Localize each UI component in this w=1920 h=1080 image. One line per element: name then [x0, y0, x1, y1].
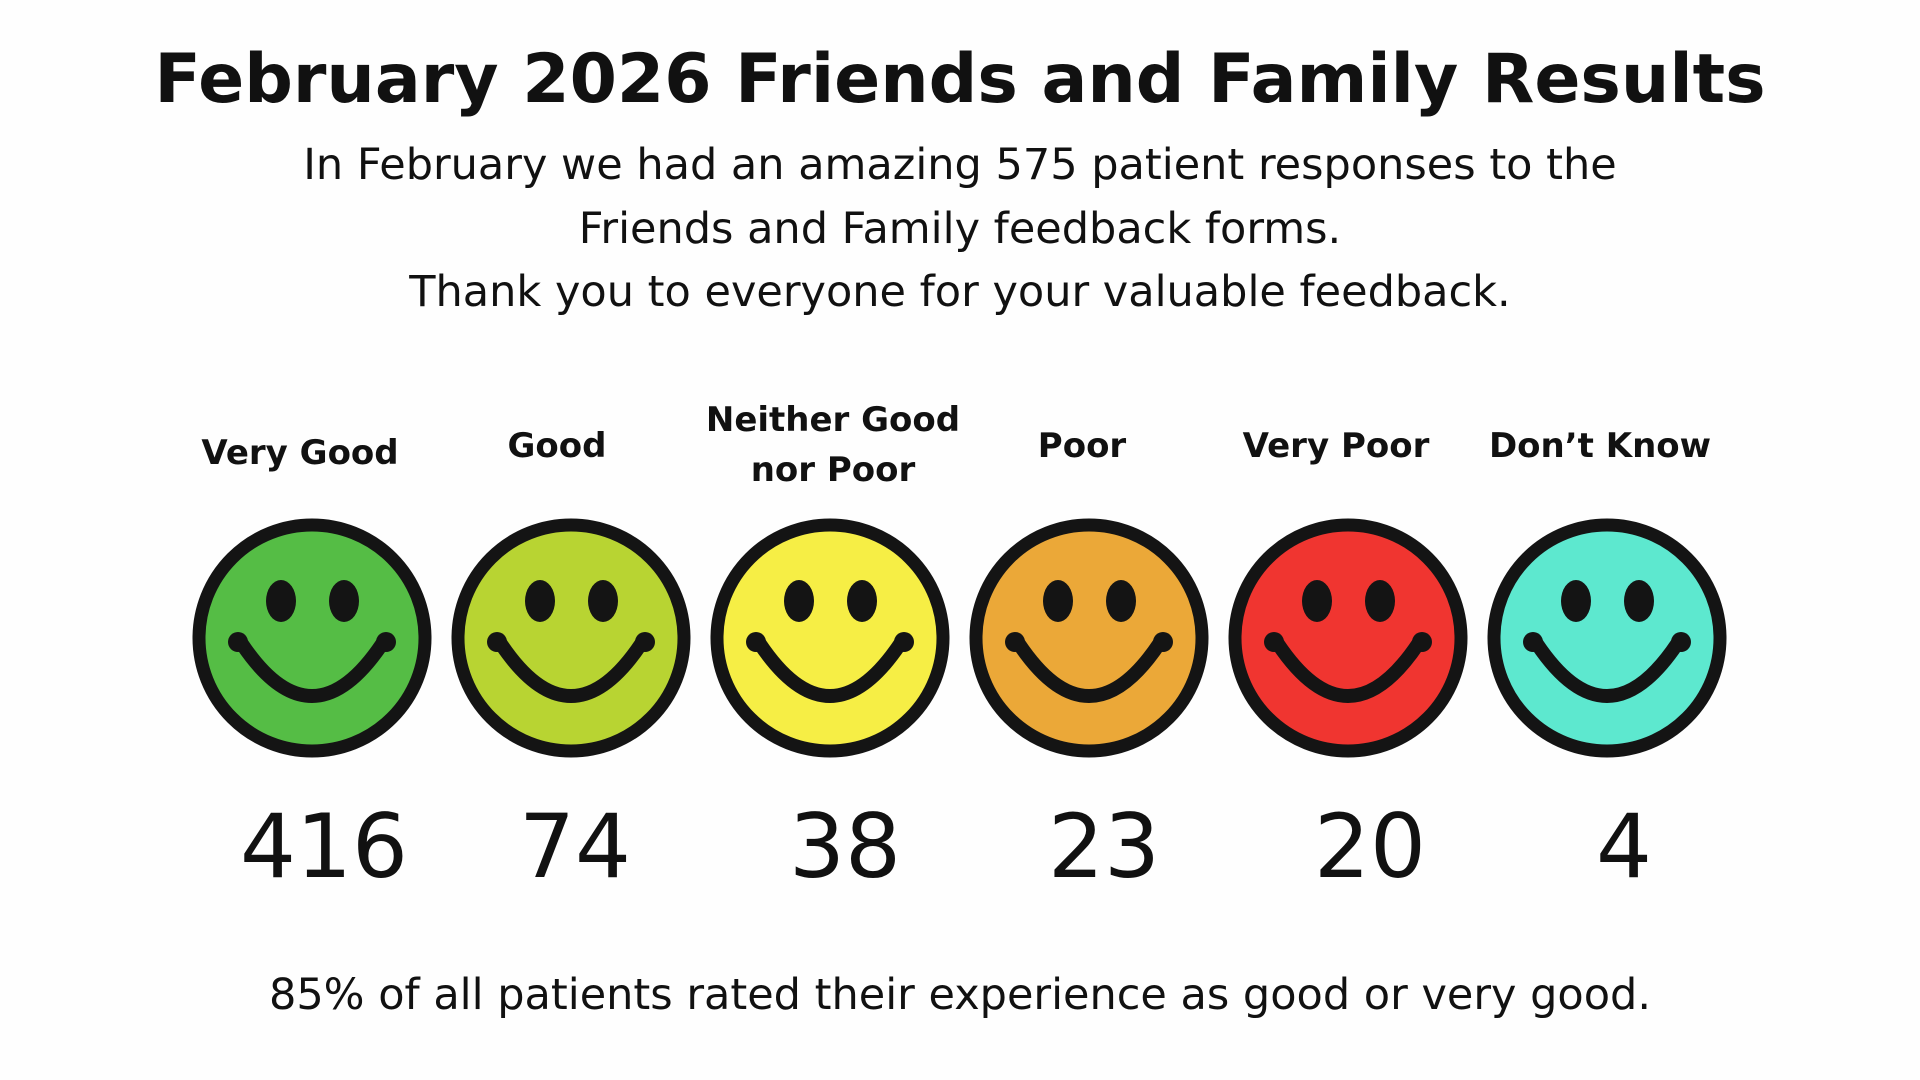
rating-label-dont-know: Don’t Know	[1488, 426, 1712, 466]
smiley-face-icon	[1487, 518, 1727, 758]
smiley-face-icon	[192, 518, 432, 758]
smiley-face-icon	[1228, 518, 1468, 758]
rating-count-very-good: 416	[240, 795, 408, 898]
smiley-face-icon	[710, 518, 950, 758]
intro-line-1: In February we had an amazing 575 patien…	[303, 140, 1617, 190]
rating-count-very-poor: 20	[1314, 795, 1426, 898]
page-title: February 2026 Friends and Family Results	[154, 40, 1766, 119]
smiley-face-icon	[969, 518, 1209, 758]
summary-text: 85% of all patients rated their experien…	[268, 970, 1652, 1020]
intro-line-2: Friends and Family feedback forms.	[578, 204, 1342, 254]
rating-label-neither-line-2: nor Poor	[750, 450, 916, 490]
rating-label-neither-line-1: Neither Good	[705, 400, 961, 440]
rating-count-dont-know: 4	[1596, 795, 1652, 898]
rating-label-neither: Neither Good nor Poor	[693, 395, 973, 495]
rating-count-poor: 23	[1048, 795, 1160, 898]
rating-count-neither: 38	[789, 795, 901, 898]
smiley-face-icon	[451, 518, 691, 758]
intro-line-3: Thank you to everyone for your valuable …	[409, 267, 1511, 317]
rating-label-very-poor: Very Poor	[1242, 426, 1430, 466]
rating-label-poor: Poor	[1037, 426, 1127, 466]
rating-label-good: Good	[507, 426, 607, 466]
rating-count-good: 74	[519, 795, 631, 898]
rating-label-very-good: Very Good	[201, 433, 399, 473]
